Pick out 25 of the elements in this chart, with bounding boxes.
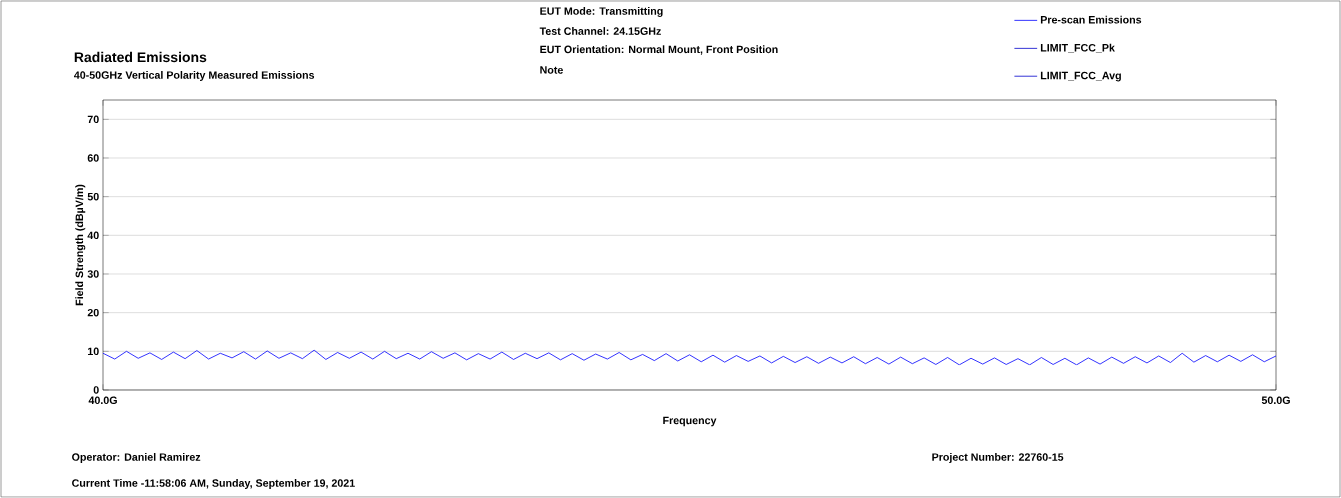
y-tick-label: 50: [87, 192, 99, 201]
text: EUT Orientation: Normal Mount, Front Position: [540, 45, 778, 55]
y-tick-label: 30: [87, 270, 99, 278]
y-axis-title: Field Strength (dBµV/m): [75, 184, 86, 306]
chart-title: Radiated Emissions: [74, 51, 207, 63]
text: Note: [540, 66, 563, 74]
text: EUT Mode: Transmitting: [540, 6, 663, 17]
y-tick-label: 40: [87, 231, 99, 240]
chart-subtitle: 40-50GHz Vertical Polarity Measured Emissions: [74, 71, 315, 81]
text: Current Time -11:58:06 AM, Sunday, September 19, 2021: [72, 479, 355, 489]
y-tick-label: 20: [87, 308, 99, 317]
x-tick-label: 50.0G: [1261, 396, 1290, 405]
legend-label: LIMIT_FCC_Avg: [1040, 71, 1121, 82]
y-tick-label: 0: [93, 386, 99, 394]
text: Project Number: 22760-15: [932, 453, 1064, 463]
line-series: [103, 349, 1277, 366]
legend-label: LIMIT_FCC_Pk: [1040, 43, 1115, 53]
text: Test Channel: 24.15GHz: [539, 27, 661, 35]
y-tick-label: 10: [88, 347, 99, 356]
y-tick-label: 60: [87, 154, 99, 162]
text: Operator: Daniel Ramirez: [72, 453, 201, 463]
legend-label: Pre-scan Emissions: [1040, 15, 1142, 24]
x-axis-title: Frequency: [663, 416, 717, 427]
x-tick-label: 40.0G: [88, 396, 117, 405]
y-tick-label: 70: [87, 115, 99, 124]
